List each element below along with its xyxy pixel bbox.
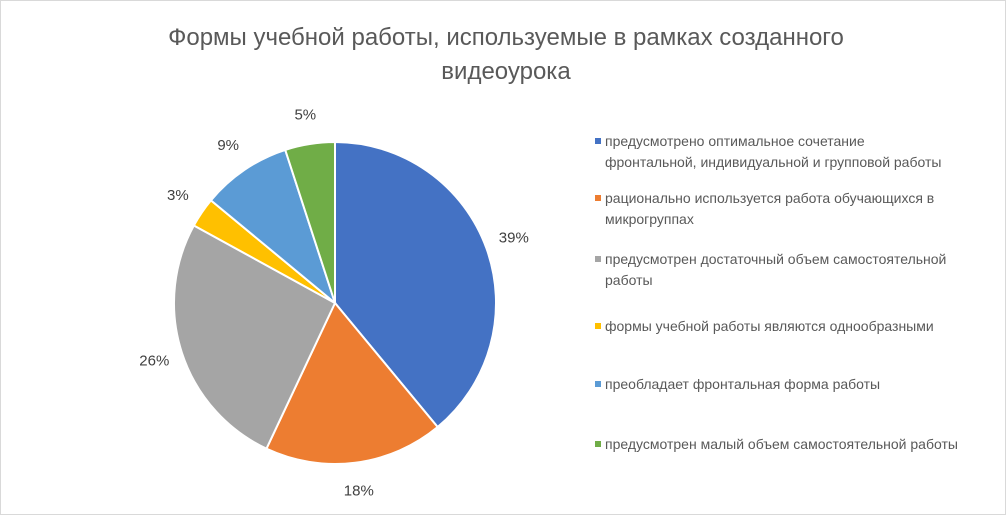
legend-item-1: предусмотрено оптимальное сочетание фронт… (595, 131, 941, 173)
legend-swatch-6 (595, 441, 601, 447)
legend-item-4: формы учебной работы являются однообразн… (595, 316, 934, 337)
legend-item-6: предусмотрен малый объем самостоятельной… (595, 434, 958, 455)
pie-slice-6 (283, 140, 336, 304)
legend-label-2-line-1: рационально используется работа обучающи… (605, 190, 935, 206)
pie-slice-5 (209, 148, 338, 306)
data-label-5: 9% (217, 137, 239, 154)
chart-title: Формы учебной работы, используемые в рам… (81, 21, 931, 89)
legend-swatch-3 (595, 256, 601, 262)
legend-item-5: преобладает фронтальная форма работы (595, 374, 880, 395)
legend-label-2-line-2: микрогруппах (605, 211, 694, 227)
legend-swatch-2 (595, 195, 601, 201)
legend-item-2: рационально используется работа обучающи… (595, 188, 934, 230)
data-label-4: 3% (167, 187, 189, 204)
legend-label-4-line-1: формы учебной работы являются однообразн… (605, 318, 934, 334)
data-label-6: 5% (294, 106, 316, 123)
chart-title-line-1: Формы учебной работы, используемые в рам… (168, 24, 844, 51)
legend-label-6-line-1: предусмотрен малый объем самостоятельной… (605, 436, 958, 452)
legend-item-3: предусмотрен достаточный объем самостоят… (595, 249, 946, 291)
legend-swatch-5 (595, 381, 601, 387)
legend-label-5-line-1: преобладает фронтальная форма работы (605, 376, 881, 392)
data-label-2: 18% (344, 482, 374, 499)
legend-label-3-line-1: предусмотрен достаточный объем самостоят… (605, 251, 947, 267)
data-label-3: 26% (139, 353, 169, 370)
pie-slice-2 (265, 301, 440, 466)
legend-label-3-line-2: работы (605, 272, 653, 288)
data-label-1: 39% (499, 230, 529, 247)
legend-label-1-line-2: фронтальной, индивидуальной и групповой … (605, 154, 942, 170)
pie-slice-1 (334, 140, 497, 429)
legend-swatch-4 (595, 323, 601, 329)
legend-swatch-1 (595, 138, 601, 144)
legend-label-1-line-1: предусмотрено оптимальное сочетание (605, 133, 865, 149)
chart-title-line-2: видеоурока (441, 58, 571, 85)
